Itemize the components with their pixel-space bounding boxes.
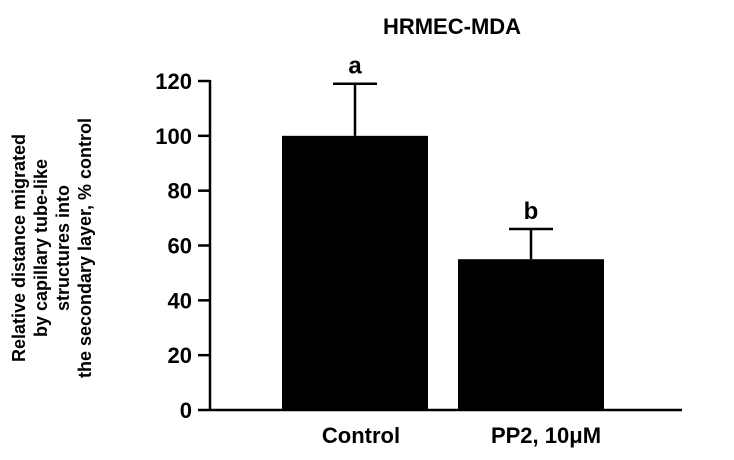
y-tick-label: 80: [168, 179, 192, 204]
x-tick-label: Control: [322, 423, 400, 448]
significance-label: b: [524, 198, 539, 225]
y-tick-label: 100: [155, 124, 192, 149]
y-tick-label: 20: [168, 343, 192, 368]
y-axis-label-line-1: Relative distance migrated: [9, 134, 29, 362]
bar: [282, 135, 428, 411]
y-tick-label: 0: [180, 398, 192, 423]
y-tick-label: 40: [168, 288, 192, 313]
x-tick-label: PP2, 10μM: [491, 423, 601, 448]
plot-area: 0 20 40 60 80 100 120 a Control b PP2, 10μM: [155, 53, 682, 448]
y-tick-label: 60: [168, 234, 192, 259]
bar: [458, 259, 604, 410]
y-tick-label: 120: [155, 69, 192, 94]
y-axis-label-line-3: structures into: [53, 185, 73, 311]
significance-label: a: [348, 53, 362, 80]
chart-title: HRMEC-MDA: [383, 14, 521, 39]
y-axis-label-line-2: by capillary tube-like: [31, 159, 51, 337]
y-axis-label-line-4: the secondary layer, % control: [75, 118, 95, 378]
